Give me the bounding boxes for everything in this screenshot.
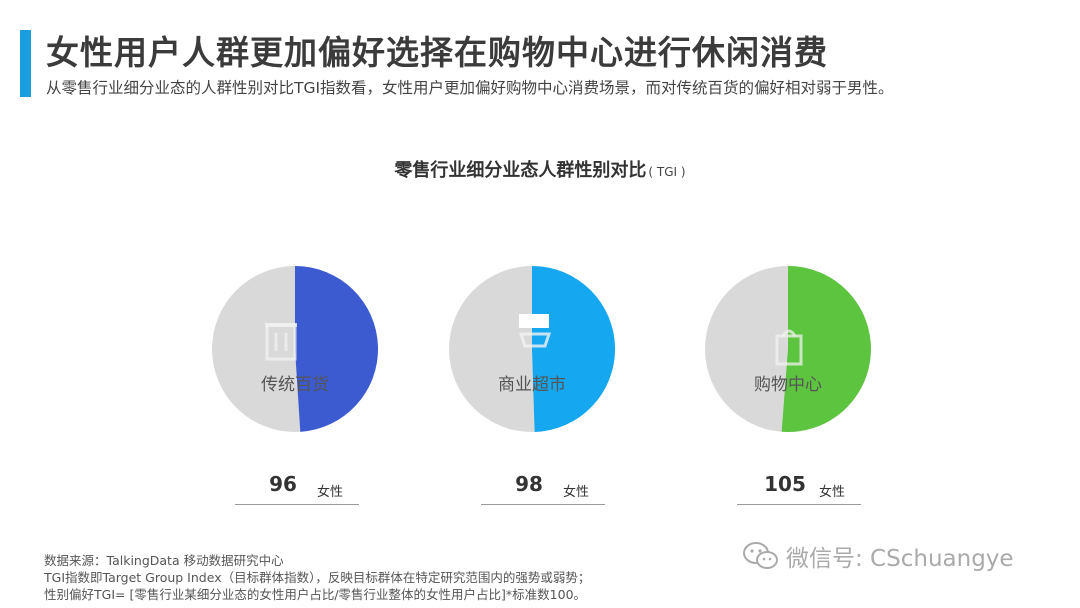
bag-icon (775, 329, 803, 366)
tgi-definition-note: TGI指数即Target Group Index（目标群体指数），反映目标群体在… (44, 570, 591, 585)
pie-chart-shopping-mall: 购物中心 (703, 264, 873, 434)
pie-slice-department-store (295, 266, 379, 432)
pie-slice-shopping-mall (781, 266, 871, 432)
source-note: 数据来源：TalkingData 移动数据研究中心 (44, 553, 284, 568)
stat-shopping-mall: 105 女性 (737, 470, 861, 505)
stat-label: 女性 (317, 485, 344, 500)
page-title: 女性用户人群更加偏好选择在购物中心进行休闲消费 (46, 33, 828, 72)
title-accent-bar (20, 30, 31, 97)
stat-supermarket: 98 女性 (481, 470, 605, 505)
store-icon (265, 323, 297, 361)
chart-title-text: 零售行业细分业态人群性别对比 (394, 160, 647, 181)
stat-label: 女性 (819, 485, 846, 500)
pie-label: 传统百货 (261, 375, 329, 395)
stat-department-store: 96 女性 (235, 470, 359, 505)
wechat-icon (743, 542, 778, 569)
watermark-text: 微信号: CSchuangye (786, 546, 1014, 572)
pie-chart-supermarket: 商业超市 (447, 264, 617, 434)
pie-label: 商业超市 (498, 375, 566, 395)
page-subtitle: 从零售行业细分业态的人群性别对比TGI指数看，女性用户更加偏好购物中心消费场景，… (46, 79, 894, 97)
stat-value: 105 (764, 472, 806, 496)
stat-value: 98 (515, 472, 543, 496)
pie-label: 购物中心 (754, 375, 822, 395)
chart-title-unit: ( TGI ) (648, 165, 686, 179)
pie-svg (449, 265, 616, 432)
stat-label: 女性 (563, 485, 590, 500)
pie-svg (705, 266, 871, 432)
pie-slice-supermarket (532, 265, 616, 432)
tgi-formula-note: 性别偏好TGI= [零售行业某细分业态的女性用户占比/零售行业整体的女性用户占比… (44, 587, 587, 602)
footer-notes: 数据来源：TalkingData 移动数据研究中心 TGI指数即Target G… (44, 552, 590, 603)
wechat-watermark: 微信号: CSchuangye (742, 538, 1014, 574)
cart-icon (518, 314, 552, 348)
chart-title: 零售行业细分业态人群性别对比( TGI ) (0, 156, 1080, 182)
stat-value: 96 (269, 472, 297, 496)
pie-chart-department-store: 传统百货 (210, 264, 380, 434)
